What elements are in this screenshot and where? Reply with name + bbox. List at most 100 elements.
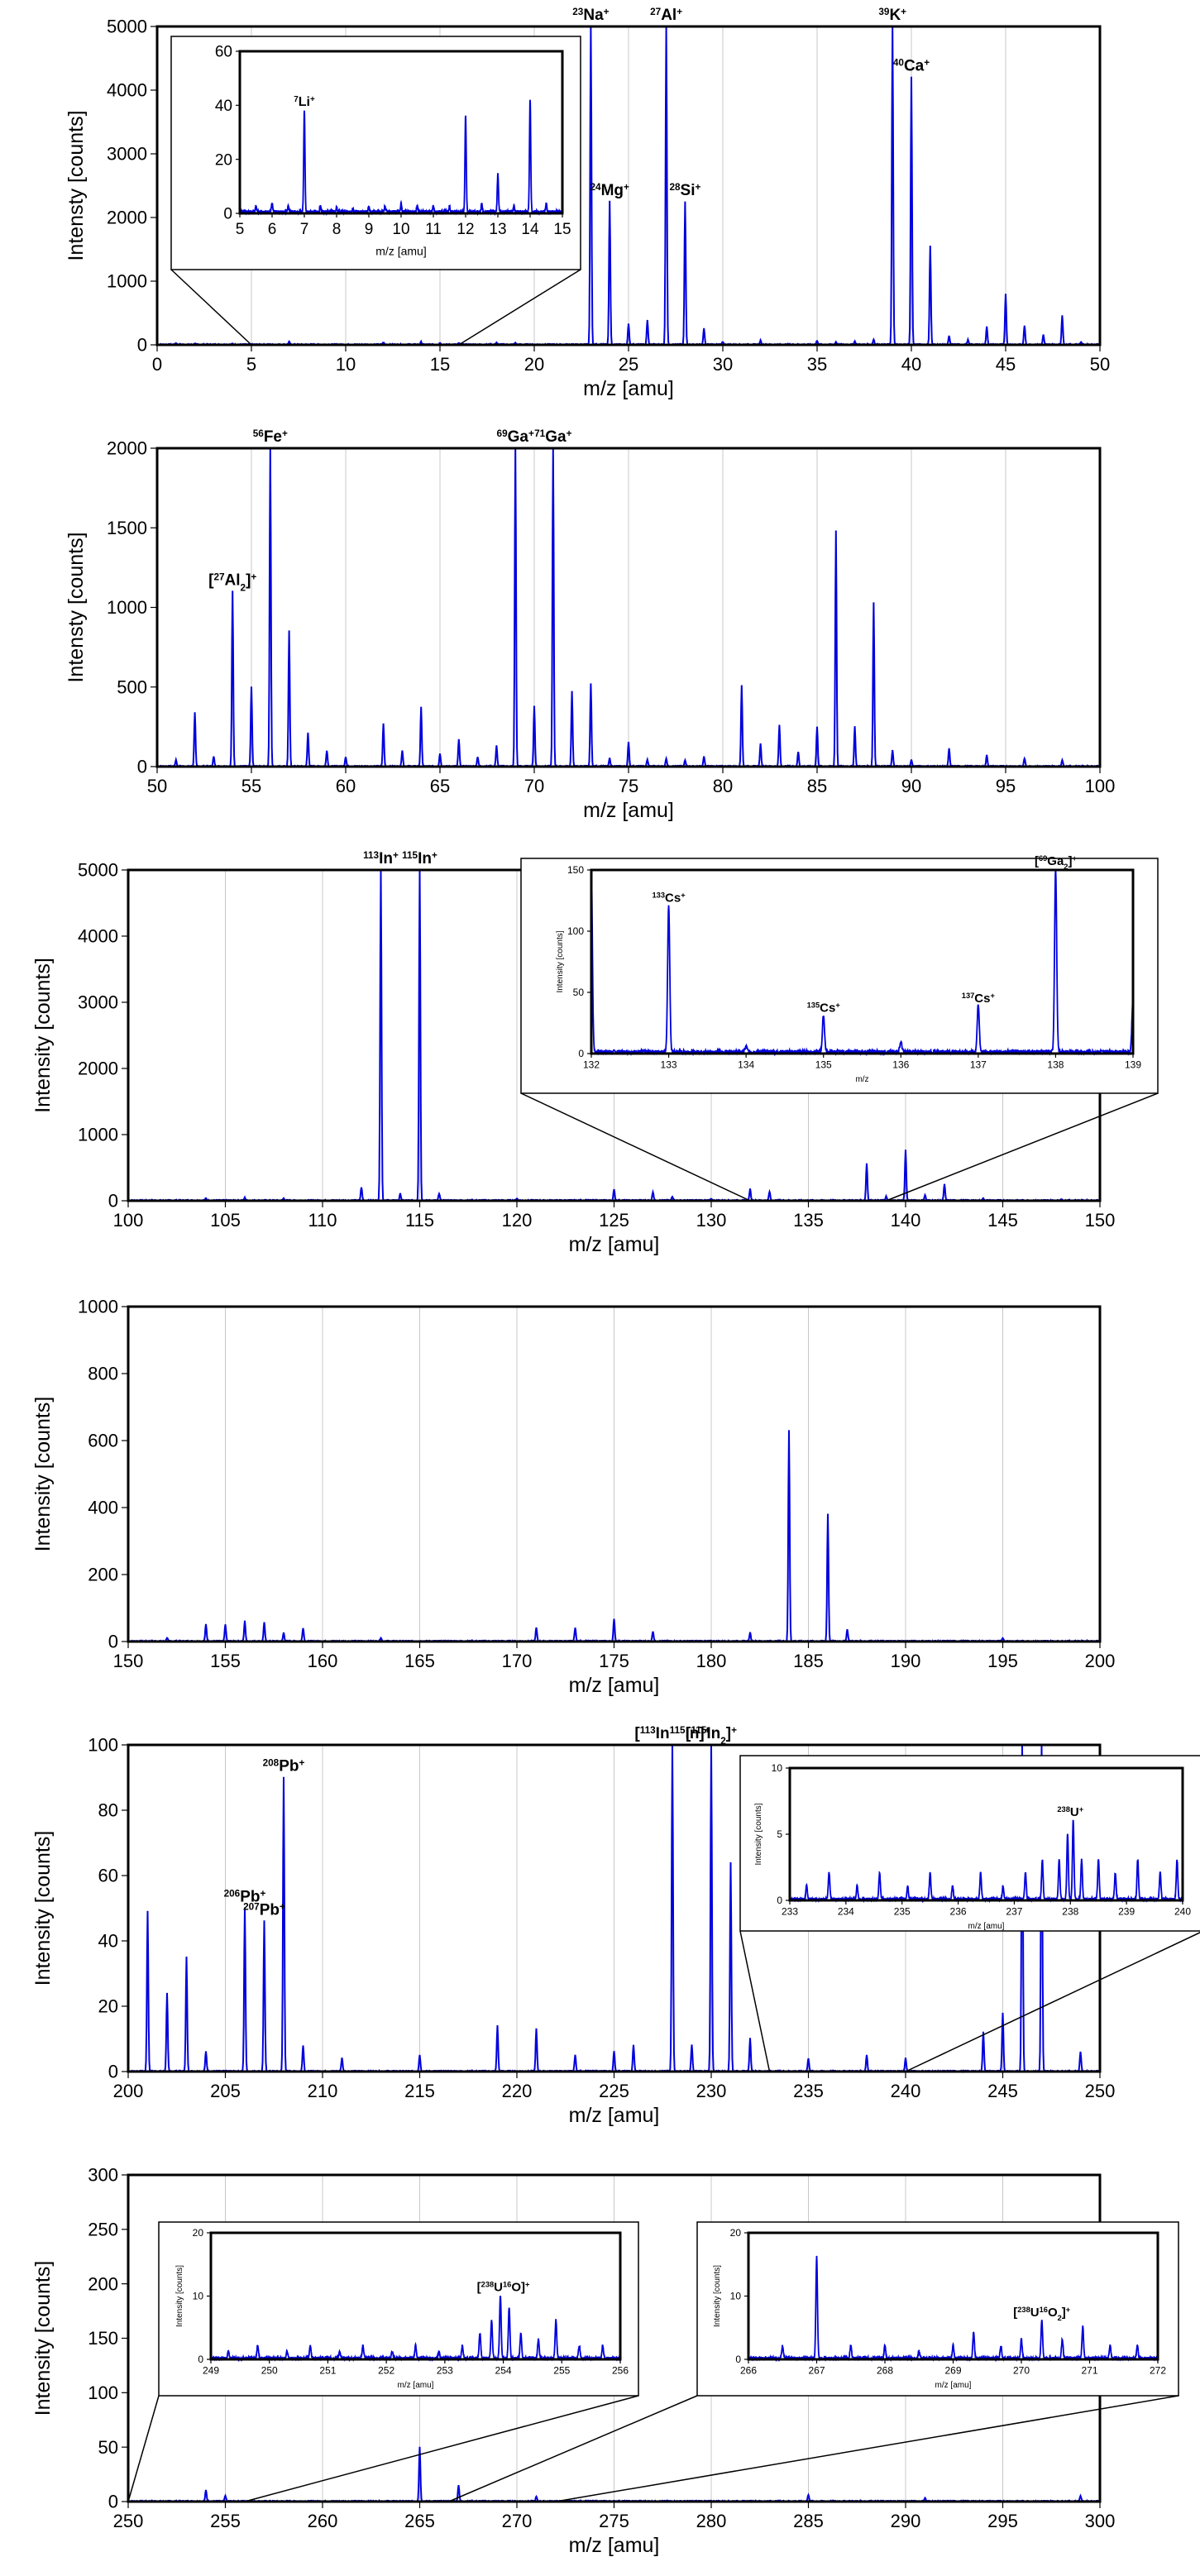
x-tick-label: 236 [950, 1906, 967, 1918]
peak-label-part: Ca [904, 58, 925, 75]
peak-label-part: Cs [665, 891, 681, 905]
x-tick-label: 60 [336, 776, 356, 796]
x-tick-label: 300 [1085, 2511, 1116, 2531]
x-tick-label: 256 [612, 2365, 629, 2377]
spectrum-line [590, 869, 1134, 1057]
zoom-connector [905, 1932, 1200, 2072]
peak-label-part: + [924, 57, 930, 68]
x-tick-label: 255 [210, 2511, 241, 2531]
x-tick-label: 270 [502, 2511, 533, 2531]
x-tick-label: 135 [793, 1210, 824, 1231]
peak-label-part: 16 [503, 2281, 511, 2289]
x-tick-label: 135 [815, 1059, 832, 1071]
peak-label: 24Mg+ [590, 181, 629, 199]
y-tick-label: 100 [88, 2382, 118, 2403]
x-tick-label: 130 [696, 1210, 727, 1231]
peak-label-part: Na [583, 7, 604, 24]
peak-label-part: + [705, 1725, 710, 1736]
peak-label-part: 238 [1057, 1805, 1070, 1814]
peak-label-part: Si [681, 182, 696, 199]
x-tick-label: 245 [987, 2081, 1018, 2101]
x-tick-label: 10 [336, 354, 356, 375]
x-tick-label: 265 [404, 2511, 435, 2531]
peak-label: 113In+ [363, 850, 399, 868]
inset-frame [520, 858, 1159, 1094]
peak-label-part: [ [1035, 854, 1039, 868]
x-tick-label: 139 [1125, 1059, 1141, 1071]
y-tick-label: 1000 [107, 597, 147, 618]
inset-frame [170, 36, 581, 270]
y-tick-label: 10 [772, 1762, 783, 1774]
x-tick-label: 7 [300, 221, 309, 238]
inset-panel: 233 234 235 236 237 238 239 240 0 5 10 m/z [amu] Int… [739, 1755, 1200, 2072]
peak-label-part: [ [1013, 2306, 1017, 2320]
peak-label-part: 2 [1058, 2314, 1062, 2322]
y-axis-label: Intensity [counts] [31, 958, 55, 1113]
y-tick-label: 4000 [107, 80, 147, 101]
peak-label-part: 238 [1017, 2306, 1030, 2314]
peak-label-part: Al [225, 571, 241, 589]
peak-label: 115In+ [402, 850, 437, 868]
x-tick-label: 165 [404, 1651, 435, 1671]
y-tick-label: 50 [573, 987, 585, 998]
x-tick-label: 50 [147, 776, 167, 796]
x-axis-label: m/z [amu] [935, 2381, 972, 2390]
x-tick-label: 30 [713, 354, 733, 375]
peak-label-part: [ [634, 1725, 640, 1742]
x-tick-label: 200 [113, 2081, 144, 2101]
x-tick-label: 125 [599, 1210, 629, 1231]
y-tick-label: 0 [777, 1895, 782, 1906]
peak-label-part: + [282, 428, 288, 439]
x-tick-label: 55 [241, 776, 261, 796]
x-tick-label: 267 [808, 2365, 825, 2377]
y-tick-label: 40 [215, 98, 232, 115]
x-tick-label: 253 [437, 2365, 453, 2377]
y-tick-label: 2000 [107, 438, 147, 459]
peak-label: [113In115In]+ [634, 1725, 710, 1743]
x-tick-label: 90 [901, 776, 921, 796]
peak-label-part: In [656, 1725, 670, 1742]
x-tick-label: 254 [495, 2365, 512, 2377]
peak-label-part: 69 [1039, 854, 1047, 863]
spectrum-line [239, 99, 563, 217]
y-tick-label: 2000 [78, 1059, 118, 1079]
x-tick-label: 180 [696, 1651, 727, 1671]
x-axis-label: m/z [amu] [569, 1233, 660, 1256]
x-tick-label: 5 [246, 354, 256, 375]
y-tick-label: 0 [223, 206, 232, 223]
peak-label-part: 40 [893, 57, 905, 68]
peak-label: 69Ga+ [497, 428, 534, 447]
peak-label-part: + [1066, 2306, 1071, 2314]
x-tick-label: 11 [425, 221, 442, 238]
x-tick-label: 271 [1081, 2365, 1097, 2377]
zoom-connector [739, 1930, 771, 2072]
peak-label-part: + [299, 1757, 305, 1768]
y-tick-label: 0 [108, 2492, 118, 2512]
peak-label-part: 2 [241, 582, 246, 593]
peak-label: 133Cs+ [653, 891, 686, 905]
peak-label-part: In [418, 850, 432, 867]
y-tick-label: 100 [567, 925, 584, 937]
x-tick-label: 95 [996, 776, 1016, 796]
peak-label-part: + [990, 992, 995, 1000]
y-tick-label: 300 [88, 2165, 118, 2186]
x-tick-label: 295 [987, 2511, 1018, 2531]
y-tick-label: 600 [88, 1431, 118, 1451]
peak-label-part: O [1048, 2306, 1058, 2320]
spectrum-line [789, 1819, 1183, 1904]
peak-label-part: + [604, 7, 610, 17]
y-axis-label: Intensity [counts] [556, 930, 565, 992]
y-tick-label: 1500 [107, 518, 147, 538]
peak-label-part: 2 [720, 1736, 726, 1747]
y-tick-label: 3000 [78, 992, 118, 1013]
x-tick-label: 25 [619, 354, 638, 375]
x-axis-label: m/z [amu] [968, 1922, 1005, 1931]
x-tick-label: 160 [308, 1651, 338, 1671]
x-tick-label: 100 [113, 1210, 144, 1231]
x-axis-label: m/z [855, 1075, 868, 1084]
peak-label-part: + [525, 2281, 530, 2289]
x-tick-label: 230 [696, 2081, 727, 2101]
x-tick-label: 238 [1062, 1906, 1078, 1918]
chart-panel: 0 5 10 15 20 25 30 35 40 45 5001000200030004000500… [65, 7, 1110, 400]
